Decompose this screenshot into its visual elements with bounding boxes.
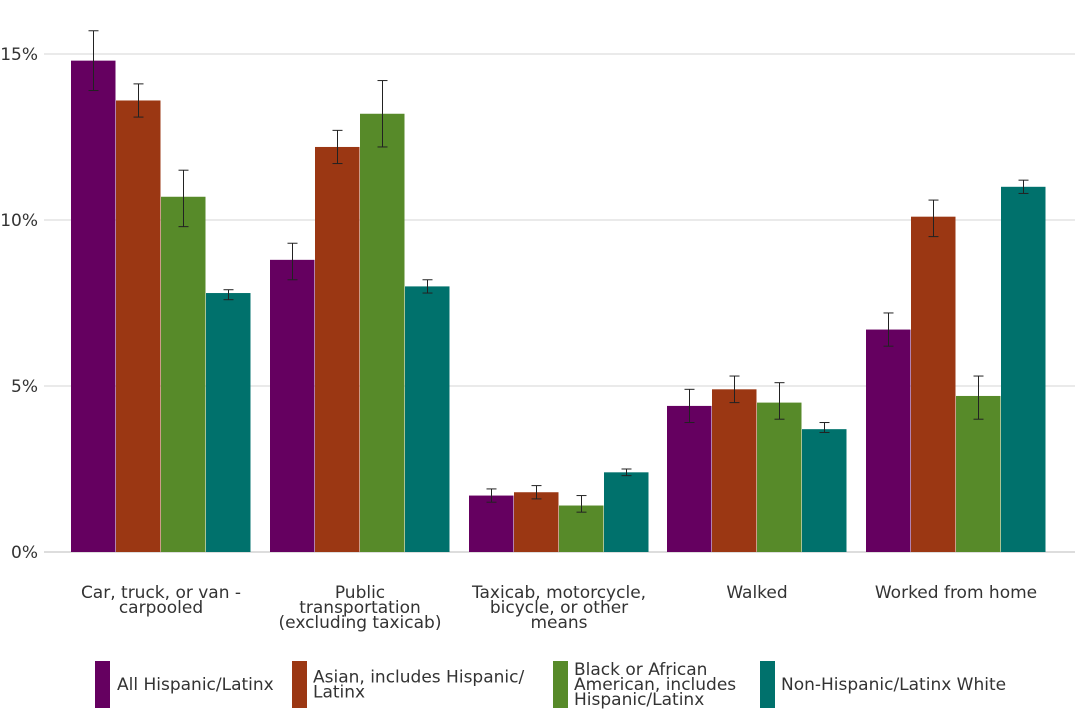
legend-item: Non-Hispanic/Latinx White bbox=[760, 661, 1006, 708]
y-axis-ticks: 0% 5% 10% 15% bbox=[0, 45, 38, 563]
x-category-label-line: bicycle, or other bbox=[490, 598, 628, 618]
legend-swatch bbox=[760, 661, 775, 708]
legend-swatch bbox=[553, 661, 568, 708]
bar bbox=[270, 259, 315, 552]
bar bbox=[116, 100, 161, 552]
bar bbox=[206, 293, 251, 552]
x-category-label-line: Taxicab, motorcycle, bbox=[471, 583, 646, 603]
error-bar bbox=[178, 169, 189, 228]
error-bar bbox=[729, 375, 740, 404]
error-bar bbox=[486, 488, 497, 503]
bar bbox=[757, 402, 802, 552]
legend-item: Black or African American, includes Hispan… bbox=[553, 660, 736, 710]
error-bar bbox=[684, 388, 695, 424]
x-category-label-line: (excluding taxicab) bbox=[279, 613, 442, 633]
bars bbox=[71, 60, 1046, 553]
y-tick-label: 10% bbox=[0, 211, 38, 231]
legend: All Hispanic/Latinx Asian, includes Hispa… bbox=[95, 660, 1006, 710]
error-bar bbox=[928, 199, 939, 238]
y-tick-label: 5% bbox=[11, 377, 38, 397]
legend-item: All Hispanic/Latinx bbox=[95, 661, 274, 708]
x-category-label-line: transportation bbox=[299, 598, 421, 618]
bar bbox=[667, 405, 712, 552]
legend-label-line: Non-Hispanic/Latinx White bbox=[781, 675, 1006, 695]
bar bbox=[315, 146, 360, 552]
x-category-label-line: Public bbox=[335, 583, 385, 603]
bar bbox=[911, 216, 956, 552]
bar bbox=[514, 492, 559, 552]
x-category-label-line: means bbox=[530, 613, 587, 633]
error-bars bbox=[88, 30, 1029, 513]
error-bar bbox=[621, 468, 632, 477]
bar bbox=[559, 505, 604, 552]
bar bbox=[405, 286, 450, 552]
legend-label: All Hispanic/Latinx bbox=[117, 675, 274, 695]
legend-label-line: Black or African bbox=[574, 660, 707, 680]
error-bar bbox=[133, 83, 144, 118]
y-tick-label: 0% bbox=[11, 543, 38, 563]
x-category-label: Car, truck, or van -carpooled bbox=[81, 583, 241, 618]
bar bbox=[604, 472, 649, 552]
error-bar bbox=[422, 279, 433, 294]
legend-label-line: All Hispanic/Latinx bbox=[117, 675, 274, 695]
x-category-label-line: Walked bbox=[726, 583, 787, 603]
bar bbox=[802, 429, 847, 552]
legend-label: Non-Hispanic/Latinx White bbox=[781, 675, 1006, 695]
legend-label-line: Hispanic/Latinx bbox=[574, 690, 704, 710]
x-category-label: Worked from home bbox=[875, 583, 1037, 603]
error-bar bbox=[576, 495, 587, 513]
error-bar bbox=[332, 129, 343, 165]
y-tick-label: 15% bbox=[0, 45, 38, 65]
bar bbox=[71, 60, 116, 552]
legend-item: Asian, includes Hispanic/Latinx bbox=[292, 661, 524, 708]
legend-swatch bbox=[95, 661, 110, 708]
legend-label: Black or African American, includes Hispan… bbox=[574, 660, 736, 710]
x-category-label-line: carpooled bbox=[119, 598, 203, 618]
x-category-label: Taxicab, motorcycle, bicycle, or other mea… bbox=[471, 583, 646, 633]
x-category-label: Public transportation (excluding taxicab) bbox=[279, 583, 442, 633]
error-bar bbox=[883, 312, 894, 347]
legend-label-line: Latinx bbox=[313, 683, 365, 703]
x-category-label-line: Worked from home bbox=[875, 583, 1037, 603]
legend-label-line: American, includes bbox=[574, 675, 736, 695]
bar bbox=[161, 196, 206, 552]
error-bar bbox=[223, 289, 234, 301]
bar bbox=[712, 389, 757, 552]
error-bar bbox=[531, 485, 542, 500]
error-bar bbox=[774, 382, 785, 420]
bar bbox=[866, 329, 911, 552]
error-bar bbox=[377, 80, 388, 148]
error-bar bbox=[287, 242, 298, 281]
bar bbox=[360, 113, 405, 552]
legend-swatch bbox=[292, 661, 307, 708]
bar bbox=[1001, 186, 1046, 553]
bar bbox=[469, 495, 514, 552]
error-bar bbox=[88, 30, 99, 92]
x-axis-categories: Car, truck, or van -carpooled Public trans… bbox=[81, 583, 1037, 633]
error-bar bbox=[819, 422, 830, 433]
error-bar bbox=[1018, 179, 1029, 194]
x-category-label: Walked bbox=[726, 583, 787, 603]
legend-label: Asian, includes Hispanic/Latinx bbox=[313, 668, 524, 703]
error-bar bbox=[973, 375, 984, 420]
x-category-label-line: Car, truck, or van - bbox=[81, 583, 241, 603]
bar bbox=[956, 395, 1001, 552]
legend-label-line: Asian, includes Hispanic/ bbox=[313, 668, 524, 688]
